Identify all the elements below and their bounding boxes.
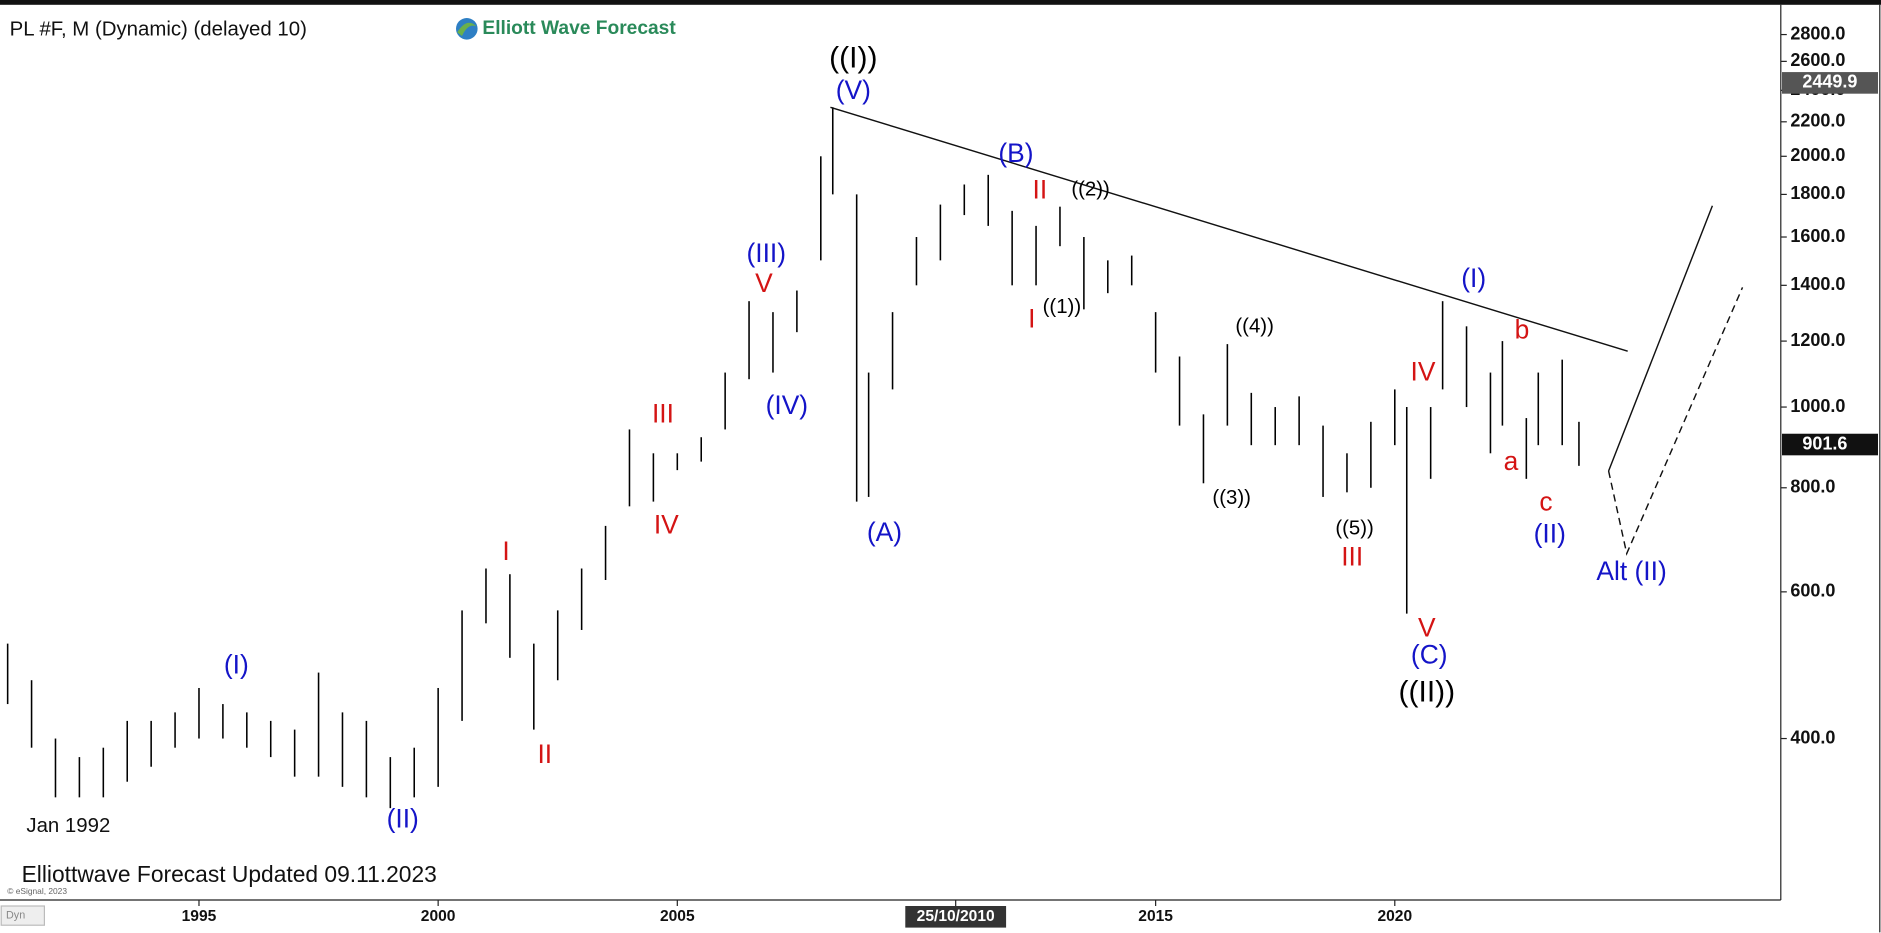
y-tick-label: 2600.0 (1790, 50, 1845, 70)
wave-label: (IV) (766, 390, 809, 420)
wave-label: (I) (1461, 263, 1486, 293)
wave-label: III (1341, 541, 1363, 571)
wave-label: IV (1411, 357, 1436, 387)
y-tick-label: 2800.0 (1790, 23, 1845, 43)
logo-text: Elliott Wave Forecast (482, 18, 676, 39)
wave-label: c (1539, 486, 1552, 516)
wave-label: V (755, 268, 773, 298)
chart-title: PL #F, M (Dynamic) (delayed 10) (10, 18, 307, 40)
wave-label: (C) (1411, 639, 1448, 669)
wave-label: ((5)) (1335, 517, 1374, 539)
copyright: © eSignal, 2023 (7, 886, 67, 896)
wave-label: II (537, 739, 552, 769)
y-tick-label: 1000.0 (1790, 396, 1845, 416)
logo-icon-swoosh (457, 22, 477, 36)
corner-box (0, 905, 45, 926)
x-tick-label: 2015 (1138, 908, 1173, 925)
y-tick-label: 400.0 (1790, 727, 1835, 747)
x-tick-label: 2005 (660, 908, 695, 925)
wave-label: V (1418, 612, 1436, 642)
wave-label: b (1515, 315, 1530, 345)
wave-label: I (502, 536, 509, 566)
logo: Elliott Wave Forecast (456, 18, 676, 40)
price-marker-label: 901.6 (1802, 433, 1847, 453)
footer-note: Elliottwave Forecast Updated 09.11.2023 (22, 861, 437, 887)
top-border (0, 0, 1881, 5)
wave-label: (V) (836, 75, 871, 105)
logo-icon (456, 18, 478, 40)
y-tick-label: 2000.0 (1790, 145, 1845, 165)
start-label: Jan 1992 (26, 815, 110, 837)
wave-label: ((I)) (829, 41, 877, 74)
price-marker-label: 2449.9 (1802, 72, 1857, 92)
price-marker-box (1782, 433, 1878, 456)
plot-area: 400.0 600.0 800.0 1000.0 1200.0 1400.0 1600.0 1… (6, 23, 1878, 928)
wave-label: (A) (867, 517, 902, 547)
projection-line (1607, 205, 1714, 472)
wave-label: IV (654, 509, 679, 539)
wave-label: (B) (998, 138, 1033, 168)
y-tick-label: 1200.0 (1790, 330, 1845, 350)
wave-label: ((3)) (1212, 487, 1251, 509)
y-tick-label: 600.0 (1790, 581, 1835, 601)
projection-line (830, 106, 1628, 352)
y-tick-label: 1800.0 (1790, 183, 1845, 203)
y-tick-label: 800.0 (1790, 477, 1835, 497)
wave-label: (II) (387, 803, 419, 833)
wave-label: I (1028, 304, 1035, 334)
wave-label: (I) (224, 650, 249, 680)
x-tick-label: 25/10/2010 (917, 908, 995, 925)
wave-label: ((1)) (1043, 296, 1082, 318)
y-tick-label: 1600.0 (1790, 226, 1845, 246)
y-tick-label: 2200.0 (1790, 111, 1845, 131)
wave-label: (II) (1534, 519, 1566, 549)
wave-label: ((4)) (1235, 315, 1274, 337)
x-tick-label: 2000 (421, 908, 456, 925)
wave-label: ((II)) (1399, 675, 1456, 708)
wave-label: III (652, 398, 674, 428)
wave-label: a (1504, 446, 1519, 476)
projection-line (1607, 287, 1744, 556)
wave-label: Alt (II) (1596, 556, 1666, 586)
corner-label: Dyn (6, 909, 25, 921)
wave-label: II (1033, 174, 1048, 204)
wave-label: ((2)) (1071, 179, 1110, 201)
wave-label: (III) (746, 238, 786, 268)
crosshair-label-box (905, 906, 1007, 928)
y-tick-label: 1400.0 (1790, 274, 1845, 294)
price-marker-box (1782, 72, 1878, 94)
x-tick-label: 1995 (182, 908, 217, 925)
x-tick-label: 2020 (1377, 908, 1412, 925)
